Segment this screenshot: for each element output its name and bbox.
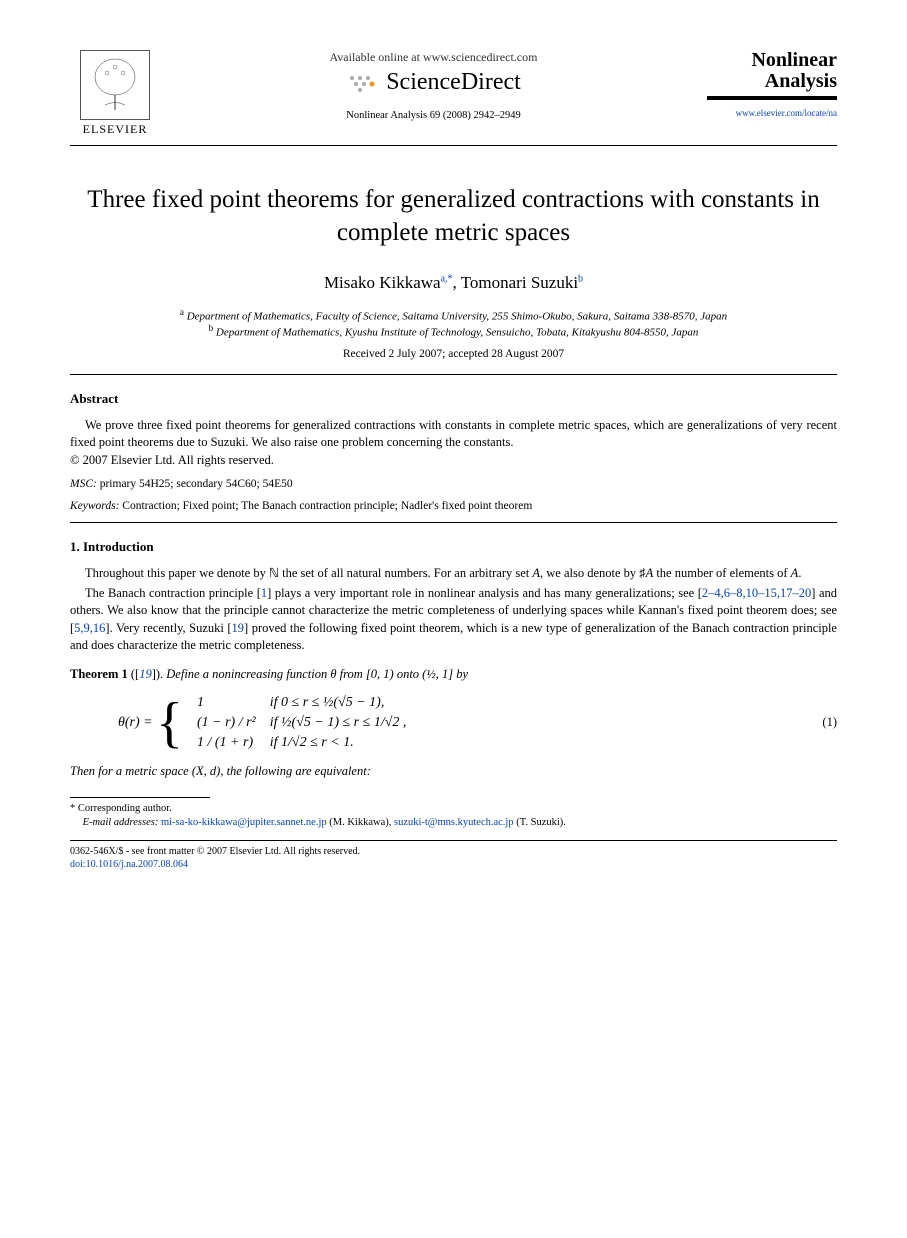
authors: Misako Kikkawaa,*, Tomonari Suzukib bbox=[70, 273, 837, 293]
journal-title: Nonlinear Analysis bbox=[707, 50, 837, 100]
equation-1: θ(r) = { 1if 0 ≤ r ≤ ½(√5 − 1), (1 − r) … bbox=[110, 692, 837, 754]
elsevier-tree-icon bbox=[80, 50, 150, 120]
ref-19[interactable]: 19 bbox=[232, 621, 245, 635]
footnote-emails: E-mail addresses: mi-sa-ko-kikkawa@jupit… bbox=[70, 816, 837, 830]
intro-para-1: Throughout this paper we denote by ℕ the… bbox=[70, 565, 837, 583]
ref-group-2[interactable]: 2–4,6–8,10–15,17–20 bbox=[702, 586, 811, 600]
citation-line: Nonlinear Analysis 69 (2008) 2942–2949 bbox=[160, 110, 707, 121]
author-2: Tomonari Suzuki bbox=[461, 273, 578, 292]
journal-block: Nonlinear Analysis www.elsevier.com/loca… bbox=[707, 50, 837, 118]
theorem-1-head: Theorem 1 ([19]). Define a nonincreasing… bbox=[70, 667, 837, 682]
abstract-heading: Abstract bbox=[70, 391, 837, 407]
header: ELSEVIER Available online at www.science… bbox=[70, 50, 837, 137]
theorem-1-then: Then for a metric space (X, d), the foll… bbox=[70, 764, 837, 779]
front-matter-line: 0362-546X/$ - see front matter © 2007 El… bbox=[70, 845, 837, 858]
abstract-text: We prove three fixed point theorems for … bbox=[70, 417, 837, 451]
equation-number-1: (1) bbox=[797, 715, 837, 730]
article-title: Three fixed point theorems for generaliz… bbox=[70, 184, 837, 249]
intro-heading: 1. Introduction bbox=[70, 539, 837, 555]
affil-a: Department of Mathematics, Faculty of Sc… bbox=[187, 311, 727, 323]
footnote-rule bbox=[70, 797, 210, 798]
available-online-text: Available online at www.sciencedirect.co… bbox=[160, 50, 707, 65]
msc-line: MSC: primary 54H25; secondary 54C60; 54E… bbox=[70, 478, 837, 490]
affiliations: a Department of Mathematics, Faculty of … bbox=[70, 307, 837, 338]
keywords-line: Keywords: Contraction; Fixed point; The … bbox=[70, 500, 837, 512]
header-rule bbox=[70, 145, 837, 146]
abstract-copyright: © 2007 Elsevier Ltd. All rights reserved… bbox=[70, 453, 837, 468]
thm-ref-19[interactable]: 19 bbox=[139, 667, 152, 681]
email-link-1[interactable]: mi-sa-ko-kikkawa@jupiter.sannet.ne.jp bbox=[161, 817, 327, 828]
doi-link[interactable]: doi:10.1016/j.na.2007.08.064 bbox=[70, 859, 188, 870]
author-1: Misako Kikkawa bbox=[324, 273, 441, 292]
ref-group-3[interactable]: 5,9,16 bbox=[74, 621, 105, 635]
sciencedirect-logo: ScienceDirect bbox=[160, 69, 707, 96]
rule-after-abstract bbox=[70, 522, 837, 523]
rule-before-abstract bbox=[70, 374, 837, 375]
elsevier-label: ELSEVIER bbox=[83, 122, 148, 137]
sciencedirect-block: Available online at www.sciencedirect.co… bbox=[160, 50, 707, 121]
email-link-2[interactable]: suzuki-t@mns.kyutech.ac.jp bbox=[394, 817, 514, 828]
article-dates: Received 2 July 2007; accepted 28 August… bbox=[70, 348, 837, 360]
author-1-affil[interactable]: a, bbox=[441, 273, 448, 284]
publisher-logo-block: ELSEVIER bbox=[70, 50, 160, 137]
doi-line: doi:10.1016/j.na.2007.08.064 bbox=[70, 858, 837, 871]
footnote-corresponding: * Corresponding author. bbox=[70, 802, 837, 816]
author-2-affil[interactable]: b bbox=[578, 273, 583, 284]
intro-para-2: The Banach contraction principle [1] pla… bbox=[70, 585, 837, 655]
bottom-rule bbox=[70, 840, 837, 841]
journal-url[interactable]: www.elsevier.com/locate/na bbox=[707, 108, 837, 118]
affil-b: Department of Mathematics, Kyushu Instit… bbox=[216, 326, 699, 338]
sciencedirect-text: ScienceDirect bbox=[386, 69, 521, 95]
